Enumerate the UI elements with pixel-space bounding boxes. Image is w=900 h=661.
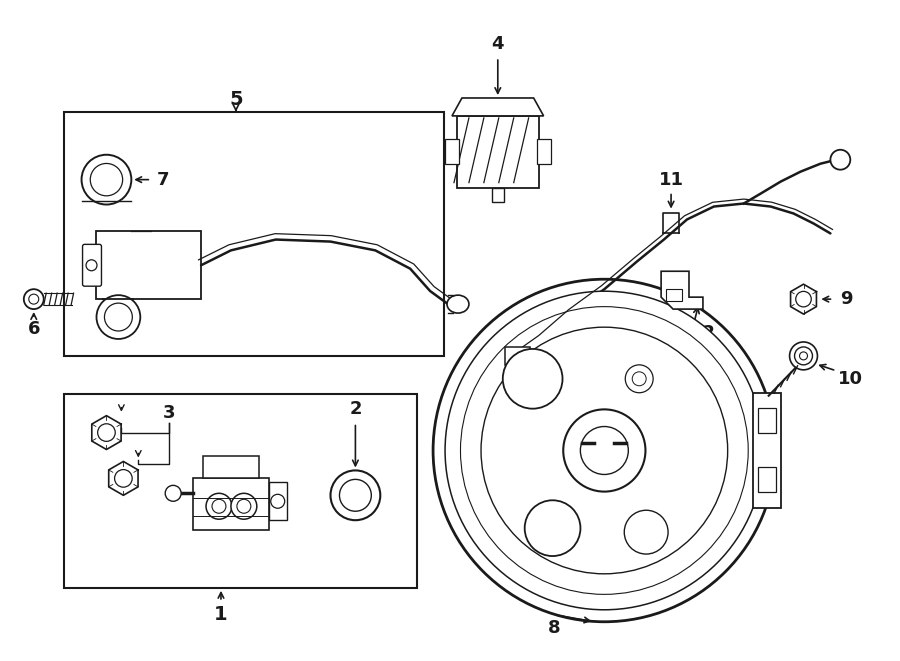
Circle shape [433,279,776,622]
Circle shape [525,500,580,556]
Circle shape [104,303,132,331]
Circle shape [231,493,256,519]
Bar [457,116,538,188]
Circle shape [461,307,748,594]
Bar [194,479,269,530]
Text: 11: 11 [659,171,684,188]
Circle shape [114,469,132,487]
Polygon shape [452,98,544,116]
Circle shape [789,342,817,370]
Bar [759,408,777,432]
Text: 5: 5 [230,91,243,110]
Text: 3: 3 [163,404,176,422]
Circle shape [580,426,628,475]
Circle shape [503,349,562,408]
Circle shape [237,499,251,513]
Circle shape [271,494,284,508]
Text: 2: 2 [349,400,362,418]
Circle shape [23,289,44,309]
Circle shape [796,292,811,307]
Circle shape [339,479,372,511]
Circle shape [97,424,115,442]
Bar [491,188,504,202]
FancyBboxPatch shape [83,245,102,286]
Circle shape [795,347,813,365]
Bar [759,467,777,492]
Circle shape [632,372,646,386]
Circle shape [206,493,232,519]
Text: 7: 7 [157,171,169,188]
Circle shape [96,295,140,339]
Text: 9: 9 [840,290,852,308]
Polygon shape [662,271,703,309]
Circle shape [86,260,97,271]
Bar [445,139,459,164]
Circle shape [212,499,226,513]
Text: 12: 12 [691,324,716,342]
Bar [666,289,682,301]
Bar [505,347,530,365]
Circle shape [625,510,668,554]
Text: 8: 8 [548,619,561,637]
Bar [96,231,201,299]
Circle shape [831,150,850,170]
Circle shape [563,409,645,492]
Bar [203,457,259,479]
Bar [753,393,781,508]
Circle shape [90,163,122,196]
Text: 10: 10 [838,369,863,388]
Text: 4: 4 [491,35,504,53]
Text: 1: 1 [214,605,228,624]
Circle shape [799,352,807,360]
Circle shape [330,471,381,520]
Circle shape [29,294,39,304]
Circle shape [82,155,131,204]
Text: 6: 6 [28,320,40,338]
Circle shape [446,292,763,610]
Circle shape [626,365,653,393]
Circle shape [481,327,728,574]
Bar [536,139,551,164]
Bar [269,483,287,520]
Ellipse shape [447,295,469,313]
Bar [64,394,417,588]
Bar [64,112,444,356]
Circle shape [166,485,181,501]
